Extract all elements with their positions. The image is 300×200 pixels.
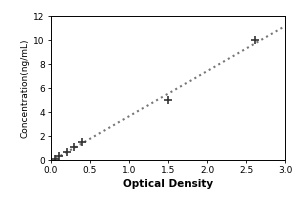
X-axis label: Optical Density: Optical Density: [123, 179, 213, 189]
Y-axis label: Concentration(ng/mL): Concentration(ng/mL): [20, 38, 29, 138]
